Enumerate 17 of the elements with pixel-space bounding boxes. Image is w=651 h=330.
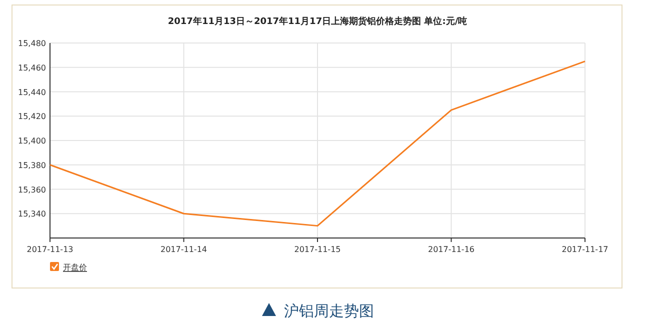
x-tick-label: 2017-11-14 xyxy=(160,245,207,254)
y-tick-label: 15,480 xyxy=(18,39,46,48)
x-tick-label: 2017-11-15 xyxy=(294,245,341,254)
y-tick-label: 15,400 xyxy=(18,136,46,146)
text: 沪铝周走势图 xyxy=(284,302,374,320)
x-tick-label: 2017-11-16 xyxy=(428,245,474,254)
y-tick-label: 15,460 xyxy=(18,63,46,72)
y-tick-label: 15,420 xyxy=(18,112,46,122)
chart-title: 2017年11月13日～2017年11月17日上海期货铝价格走势图 单位:元/吨 xyxy=(168,16,468,27)
x-tick-label: 2017-11-13 xyxy=(26,245,74,254)
y-tick-label: 15,360 xyxy=(18,185,46,194)
x-tick-label: 2017-11-17 xyxy=(562,245,608,254)
line-series xyxy=(49,60,586,227)
y-tick-label: 15,440 xyxy=(18,88,46,97)
y-tick-label: 15,340 xyxy=(18,210,46,219)
y-tick-label: 15,380 xyxy=(18,160,46,170)
legend-label: 开盘价 xyxy=(63,263,87,272)
